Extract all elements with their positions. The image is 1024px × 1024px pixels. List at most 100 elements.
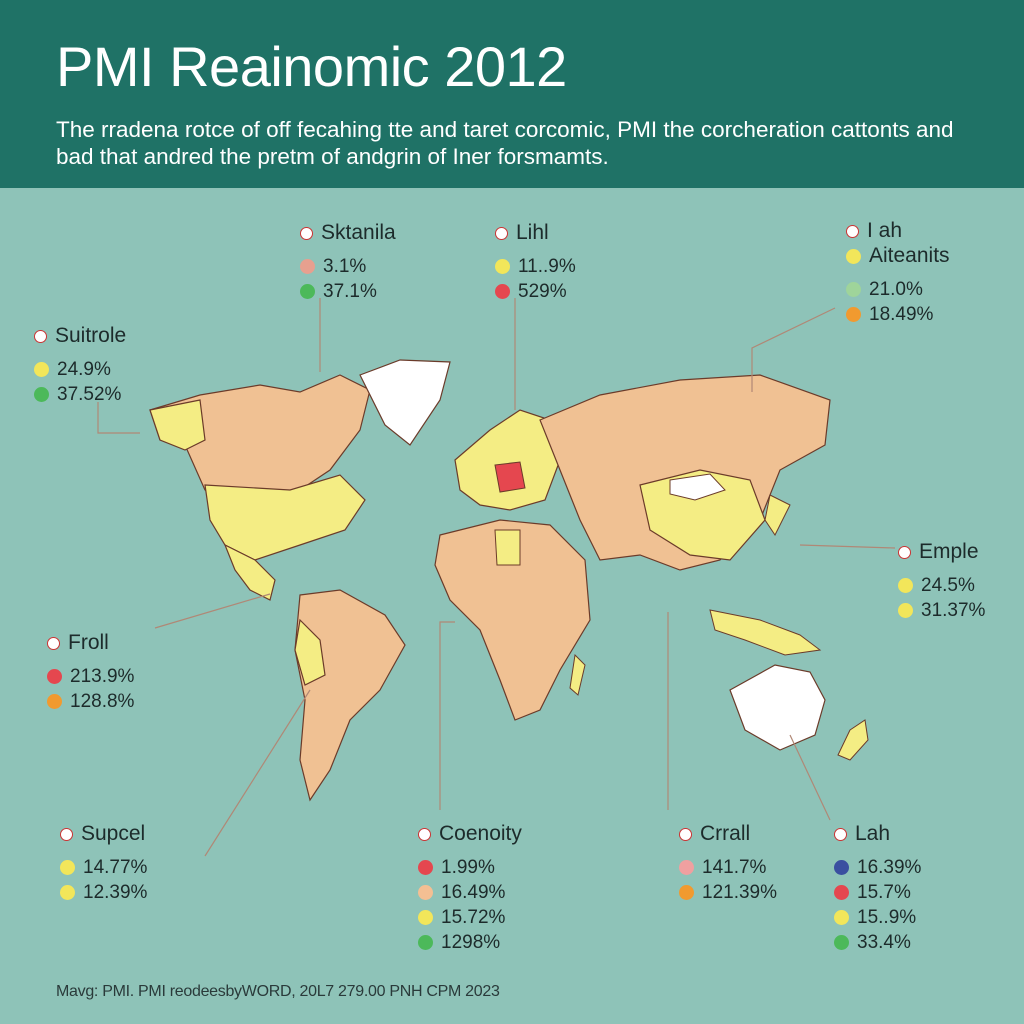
region-mexico <box>223 543 276 601</box>
callout-name: Lihl <box>516 221 549 244</box>
callout-aiteanits: Aiteanits 21.0% 18.49% <box>846 244 950 327</box>
region-south-america-north <box>294 618 326 686</box>
callout-value: 15..9% <box>857 907 917 928</box>
callout-sktanila: Sktanila 3.1% 37.1% <box>300 221 396 304</box>
callout-value: 16.49% <box>441 882 506 903</box>
region-japan <box>764 494 791 536</box>
callout-crrall: Crrall 141.7% 121.39% <box>679 822 777 905</box>
callout-value: 37.52% <box>57 384 122 405</box>
legend-dot <box>495 284 510 299</box>
flag-icon <box>834 827 847 841</box>
callout-value: 18.49% <box>869 304 934 325</box>
region-new-zealand <box>837 719 869 761</box>
callout-name: Emple <box>919 540 979 563</box>
flag-icon <box>60 827 73 841</box>
legend-dot <box>300 284 315 299</box>
callout-name: Supcel <box>81 822 146 845</box>
callout-lihl: Lihl 11..9% 529% <box>495 221 576 304</box>
region-africa <box>434 519 591 721</box>
page-subtitle: The rradena rotce of off fecahing tte an… <box>56 117 954 169</box>
callout-value: 121.39% <box>702 882 778 903</box>
callout-coenoity: Coenoity 1.99% 16.49% 15.72% 1298% <box>418 822 522 955</box>
callout-supcel: Supcel 14.77% 12.39% <box>60 822 147 905</box>
callout-name: I ah <box>867 219 903 242</box>
source-footnote: Mavg: PMI. PMI reodeesbyWORD, 20L7 279.0… <box>56 983 500 1000</box>
legend-dot <box>679 860 694 875</box>
callout-value: 128.8% <box>70 691 135 712</box>
region-europe-center <box>494 461 526 493</box>
legend-dot <box>679 885 694 900</box>
callout-value: 16.39% <box>857 857 922 878</box>
callout-iah: I ah <box>846 219 902 245</box>
callout-value: 37.1% <box>323 281 377 302</box>
legend-dot <box>60 860 75 875</box>
page-title: PMI Reainomic 2012 <box>56 35 567 98</box>
callout-value: 1298% <box>441 932 501 953</box>
world-map <box>97 298 896 857</box>
callout-value: 12.39% <box>83 882 148 903</box>
flag-icon <box>47 636 60 650</box>
legend-dot <box>60 885 75 900</box>
callout-value: 31.37% <box>921 600 986 621</box>
callout-name: Suitrole <box>55 324 127 347</box>
flag-icon <box>495 226 508 240</box>
region-alaska <box>149 399 206 451</box>
legend-dot <box>834 935 849 950</box>
legend-dot <box>418 935 433 950</box>
callout-value: 11..9% <box>518 256 576 277</box>
legend-dot <box>418 885 433 900</box>
callout-value: 529% <box>518 281 567 302</box>
callout-name: Lah <box>855 822 891 845</box>
callout-name: Crrall <box>700 822 751 845</box>
callout-value: 15.72% <box>441 907 506 928</box>
legend-dot <box>300 259 315 274</box>
region-australia <box>729 664 826 751</box>
callout-name: Sktanila <box>321 221 396 244</box>
legend-dot <box>47 669 62 684</box>
legend-dot <box>898 578 913 593</box>
flag-icon <box>679 827 692 841</box>
callout-name: Froll <box>68 631 109 654</box>
callout-froll: Froll 213.9% 128.8% <box>47 631 134 714</box>
callout-value: 24.9% <box>57 359 111 380</box>
callout-value: 1.99% <box>441 857 495 878</box>
callout-value: 33.4% <box>857 932 911 953</box>
region-greenland <box>359 359 451 446</box>
region-mongolia <box>669 473 726 501</box>
legend-dot <box>47 694 62 709</box>
region-north-america <box>149 374 371 506</box>
region-usa <box>204 474 366 561</box>
region-se-asia-islands <box>709 609 822 656</box>
flag-icon <box>898 545 911 559</box>
region-europe <box>454 409 561 511</box>
callout-value: 213.9% <box>70 666 135 687</box>
legend-dot <box>898 603 913 618</box>
header-banner: PMI Reainomic 2012 The rradena rotce of … <box>0 0 1024 188</box>
callout-emple: Emple 24.5% 31.37% <box>898 540 985 623</box>
leader-lines <box>97 298 896 857</box>
flag-icon <box>846 224 859 238</box>
callout-value: 15.7% <box>857 882 911 903</box>
callout-suitrole: Suitrole 24.9% 37.52% <box>34 324 126 407</box>
legend-dot <box>846 307 861 322</box>
flag-icon <box>34 329 47 343</box>
callout-lah: Lah 16.39% 15.7% 15..9% 33.4% <box>834 822 921 955</box>
legend-dot <box>846 282 861 297</box>
callout-value: 141.7% <box>702 857 767 878</box>
callout-name: Aiteanits <box>869 244 950 267</box>
legend-dot <box>834 910 849 925</box>
region-africa-north <box>494 529 521 566</box>
callout-value: 24.5% <box>921 575 975 596</box>
region-madagascar <box>569 653 586 696</box>
legend-dot <box>34 362 49 377</box>
legend-dot <box>495 259 510 274</box>
legend-dot <box>834 860 849 875</box>
flag-icon <box>418 827 431 841</box>
callout-name: Coenoity <box>439 822 522 845</box>
callout-value: 3.1% <box>323 256 367 277</box>
legend-dot <box>418 860 433 875</box>
legend-dot <box>834 885 849 900</box>
legend-dot <box>846 248 861 264</box>
flag-icon <box>300 226 313 240</box>
region-south-america <box>294 589 406 802</box>
